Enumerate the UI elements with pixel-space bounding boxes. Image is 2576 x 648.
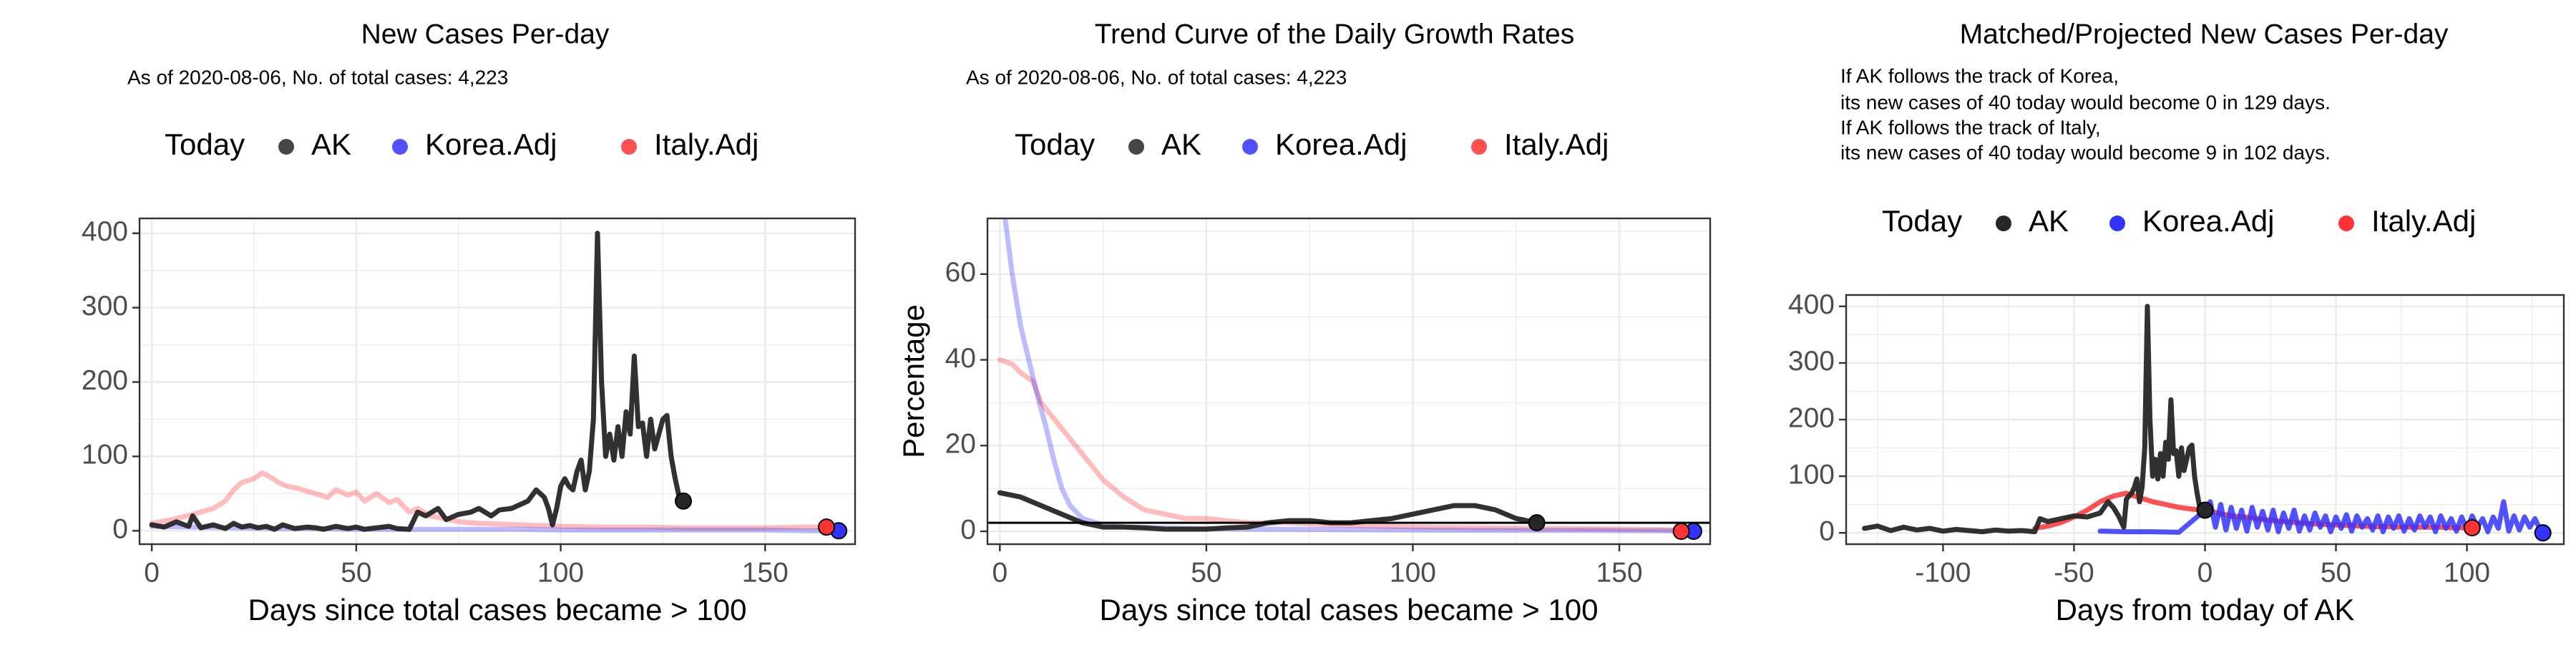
chart-subtitle: As of 2020-08-06, No. of total cases: 4,… <box>966 66 1347 88</box>
today-points <box>2196 501 2552 542</box>
legend-title: Today <box>165 127 245 161</box>
legend-label-italy-adj: Italy.Adj <box>1504 127 1609 161</box>
legend-label-ak: AK <box>2029 204 2069 238</box>
legend-key-ak <box>1996 216 2011 231</box>
y-tick-label: 0 <box>960 514 976 545</box>
today-point-italy-adj <box>1672 523 1690 541</box>
x-tick-label: 100 <box>1390 557 1436 588</box>
annotation-line: If AK follows the track of Italy, <box>1840 116 2101 138</box>
panel-border <box>986 217 1712 546</box>
x-tick-label: 50 <box>1191 557 1221 588</box>
y-tick-label: 40 <box>945 343 976 374</box>
y-tick-label: 300 <box>82 291 128 321</box>
today-points <box>675 492 848 540</box>
chart-panel-1: New Cases Per-day As of 2020-08-06, No. o… <box>82 19 857 627</box>
x-tick-label: 50 <box>2321 557 2351 588</box>
legend-label-italy-adj: Italy.Adj <box>2371 204 2476 238</box>
y-tick-label: 20 <box>945 429 976 460</box>
legend-label-italy-adj: Italy.Adj <box>654 127 758 161</box>
grid <box>987 218 1710 544</box>
today-point-italy-adj <box>2463 519 2481 537</box>
legend-key-korea-adj <box>1242 139 1258 155</box>
legend-key-ak <box>1128 139 1144 155</box>
x-tick-label: 150 <box>1596 557 1642 588</box>
legend-label-korea-adj: Korea.Adj <box>2142 204 2274 238</box>
chart-title: Matched/Projected New Cases Per-day <box>1960 19 2449 49</box>
x-tick-label: 150 <box>742 557 789 588</box>
series-line-korea-adj <box>2097 499 2546 536</box>
legend-title: Today <box>1015 127 1095 161</box>
legend-label-korea-adj: Korea.Adj <box>1275 127 1407 161</box>
annotation-line: its new cases of 40 today would become 0… <box>1840 91 2331 113</box>
legend-key-italy-adj <box>2338 216 2354 231</box>
y-tick-label: 400 <box>82 216 128 247</box>
series-line-italy-adj <box>997 357 1684 533</box>
y-tick-label: 400 <box>1788 289 1835 320</box>
annotation-line: its new cases of 40 today would become 9… <box>1840 141 2331 163</box>
y-tick-label: 200 <box>82 365 128 396</box>
x-tick-label: -50 <box>2054 557 2094 588</box>
today-points <box>1528 514 1702 541</box>
x-tick-label: 100 <box>537 557 584 588</box>
x-axis-label: Days since total cases became > 100 <box>248 593 747 627</box>
y-tick-label: 300 <box>1788 346 1835 377</box>
grid <box>1846 295 2564 544</box>
legend-key-ak <box>278 139 294 155</box>
today-point-italy-adj <box>818 518 835 536</box>
x-tick-label: -100 <box>1915 557 1971 588</box>
series-line-ak <box>149 231 686 532</box>
today-point-ak <box>1528 514 1546 532</box>
legend: Today AK Korea.Adj Italy.Adj <box>165 127 758 161</box>
legend-key-italy-adj <box>621 139 637 155</box>
y-tick-label: 0 <box>1819 516 1835 546</box>
series-line-ak <box>1862 304 2207 535</box>
x-axis-label: Days from today of AK <box>2056 593 2355 627</box>
chart-panel-2: Trend Curve of the Daily Growth Rates As … <box>897 19 1712 627</box>
x-tick-label: 100 <box>2444 557 2490 588</box>
x-tick-label: 0 <box>144 557 160 588</box>
y-tick-label: 100 <box>82 440 128 470</box>
x-tick-label: 0 <box>2197 557 2213 588</box>
series-group <box>1862 304 2546 536</box>
y-tick-label: 200 <box>1788 402 1835 433</box>
x-axis-label: Days since total cases became > 100 <box>1100 593 1599 627</box>
today-point-ak <box>675 492 692 510</box>
legend-key-italy-adj <box>1471 139 1487 155</box>
legend-key-korea-adj <box>2109 216 2125 231</box>
legend-label-korea-adj: Korea.Adj <box>425 127 557 161</box>
today-point-ak <box>2196 501 2214 519</box>
legend-label-ak: AK <box>1161 127 1201 161</box>
today-point-korea-adj <box>2534 524 2552 542</box>
x-tick-label: 0 <box>992 557 1008 588</box>
y-axis-label: Percentage <box>897 304 930 458</box>
y-tick-label: 60 <box>945 257 976 288</box>
series-group <box>997 218 1697 534</box>
chart-subtitle: As of 2020-08-06, No. of total cases: 4,… <box>127 66 508 88</box>
series-group <box>149 231 841 533</box>
legend-key-korea-adj <box>392 139 408 155</box>
chart-panel-3: Matched/Projected New Cases Per-day If AK… <box>1788 19 2565 627</box>
legend-label-ak: AK <box>311 127 351 161</box>
x-tick-label: 50 <box>341 557 371 588</box>
legend: Today AK Korea.Adj Italy.Adj <box>1882 204 2476 238</box>
series-line-italy-adj <box>149 470 829 531</box>
grid <box>140 218 855 544</box>
legend: Today AK Korea.Adj Italy.Adj <box>1015 127 1609 161</box>
y-tick-label: 100 <box>1788 459 1835 490</box>
chart-title: Trend Curve of the Daily Growth Rates <box>1095 19 1574 49</box>
y-tick-label: 0 <box>112 514 128 545</box>
annotation-line: If AK follows the track of Korea, <box>1840 64 2119 87</box>
legend-title: Today <box>1882 204 1962 238</box>
chart-title: New Cases Per-day <box>361 19 610 49</box>
